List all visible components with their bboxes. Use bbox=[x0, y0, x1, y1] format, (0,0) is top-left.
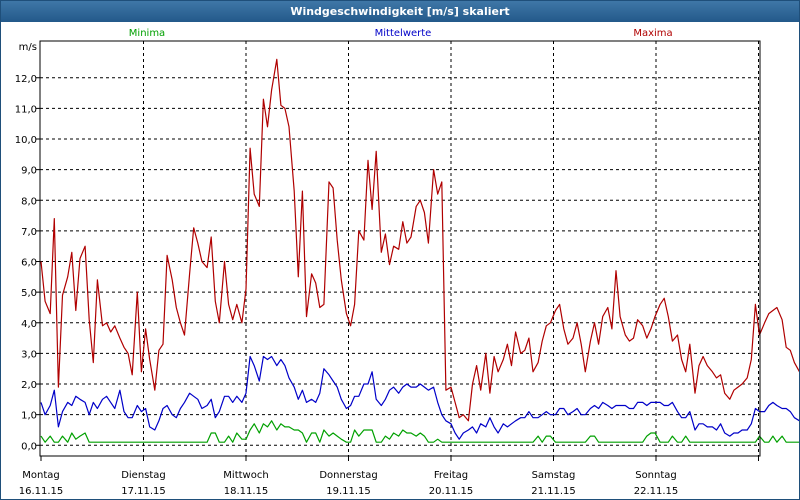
series-lines bbox=[40, 58, 799, 443]
x-tick-date: 20.11.15 bbox=[429, 486, 474, 497]
y-tick-label: 1,0 bbox=[21, 411, 37, 422]
y-tick-label: 8,0 bbox=[21, 196, 37, 207]
x-tick-date: 18.11.15 bbox=[224, 486, 269, 497]
legend-minima: Minima bbox=[129, 28, 165, 39]
x-tick-date: 21.11.15 bbox=[531, 486, 576, 497]
x-tick-day: Dienstag bbox=[121, 470, 166, 481]
x-tick-day: Montag bbox=[22, 470, 59, 481]
legend-maxima: Maxima bbox=[633, 28, 672, 39]
x-tick-date: 17.11.15 bbox=[121, 486, 166, 497]
y-tick-label: 7,0 bbox=[21, 227, 37, 238]
y-tick-label: 3,0 bbox=[21, 349, 37, 360]
wind-speed-chart: 0,0 1,0 2,0 3,0 4,0 5,0 6,0 7,0 8,0 9,0 10,0 11,0 12… bbox=[15, 28, 799, 497]
grid-lines bbox=[40, 41, 760, 456]
window-title: Windgeschwindigkeit [m/s] skaliert bbox=[1, 1, 799, 22]
x-tick-date: 22.11.15 bbox=[634, 486, 679, 497]
y-tick-label: 2,0 bbox=[21, 380, 37, 391]
y-tick-label: 12,0 bbox=[15, 74, 37, 85]
x-axis-ticks: Montag 16.11.15 Dienstag 17.11.15 Mittwoch 18… bbox=[19, 456, 759, 497]
legend-mittelwerte: Mittelwerte bbox=[375, 28, 432, 39]
x-tick-day: Samstag bbox=[532, 470, 576, 481]
y-axis-unit-label: m/s bbox=[19, 42, 37, 53]
x-tick-day: Freitag bbox=[434, 470, 468, 481]
y-tick-label: 0,0 bbox=[21, 441, 37, 452]
x-tick-day: Donnerstag bbox=[319, 470, 377, 481]
series-minima-line bbox=[40, 420, 799, 443]
y-tick-label: 5,0 bbox=[21, 288, 37, 299]
x-tick-date: 19.11.15 bbox=[326, 486, 371, 497]
y-tick-label: 10,0 bbox=[15, 135, 37, 146]
y-axis-ticks: 0,0 1,0 2,0 3,0 4,0 5,0 6,0 7,0 8,0 9,0 10,0 11,0 12… bbox=[15, 74, 40, 452]
y-tick-label: 9,0 bbox=[21, 166, 37, 177]
legend: Minima Mittelwerte Maxima bbox=[129, 28, 673, 39]
y-tick-label: 11,0 bbox=[15, 104, 37, 115]
series-maxima-line bbox=[40, 58, 799, 422]
y-tick-label: 6,0 bbox=[21, 258, 37, 269]
series-mittelwerte-line bbox=[40, 355, 799, 440]
plot-area-border bbox=[39, 40, 761, 457]
y-tick-label: 4,0 bbox=[21, 319, 37, 330]
x-tick-day: Mittwoch bbox=[223, 470, 268, 481]
x-tick-date: 16.11.15 bbox=[19, 486, 64, 497]
x-tick-day: Sonntag bbox=[635, 470, 677, 481]
